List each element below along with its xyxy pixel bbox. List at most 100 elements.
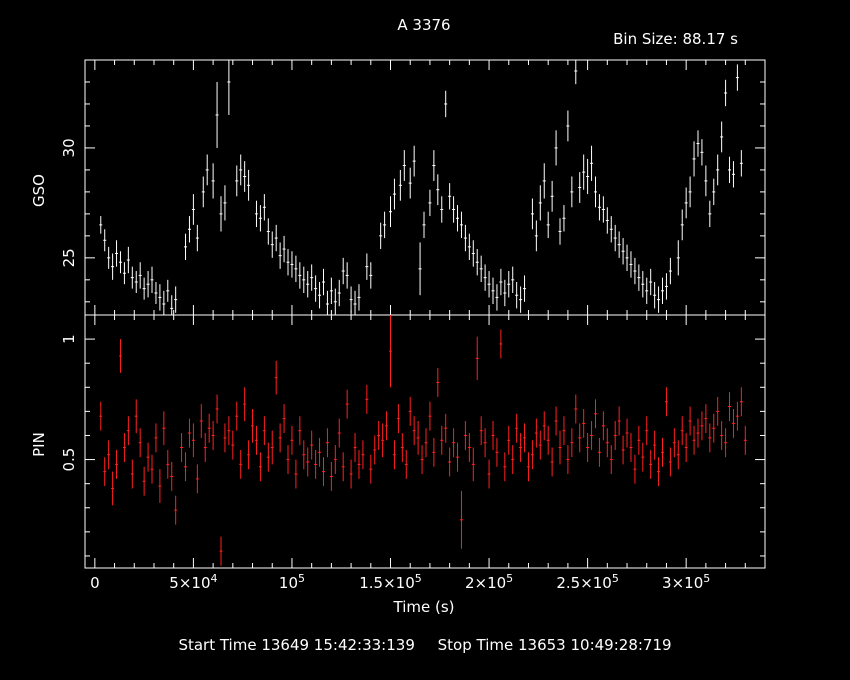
data-point [590,421,594,450]
data-point [239,449,243,479]
data-point [716,396,720,426]
data-point [286,445,290,475]
data-point [422,211,426,239]
data-point [574,394,578,424]
data-point [290,251,294,278]
data-point [290,425,294,455]
data-point [448,183,452,210]
data-point [440,425,444,455]
data-point [170,295,174,315]
data-point [479,416,483,446]
data-point [440,196,444,223]
data-point [251,408,255,443]
bin-size-label: Bin Size: 88.17 s [613,30,738,48]
data-point [227,416,231,446]
data-point [211,421,215,450]
data-point [103,457,107,487]
data-point [645,416,649,446]
x-tick-label: 5×104 [169,572,217,592]
data-point [126,246,130,274]
data-point [420,445,424,475]
data-point [235,165,239,197]
data-point [286,249,290,276]
data-point [704,404,708,434]
plot-frame [84,314,766,569]
x-tick-label: 2×105 [465,572,513,592]
data-point [586,433,590,462]
data-point [266,218,270,245]
data-point [735,64,739,91]
data-point [467,233,471,261]
data-point [519,433,523,462]
data-point [389,196,393,228]
data-point [676,440,680,470]
data-point [593,176,597,208]
data-point [684,187,688,219]
data-point [262,194,266,221]
data-point [641,442,645,472]
data-point [398,169,402,201]
data-point [428,189,432,217]
data-point [649,268,653,296]
data-point [254,425,258,455]
data-point [219,196,223,232]
y-axis-label: PIN [30,432,48,457]
data-point [345,262,349,289]
x-axis-label: Time (s) [393,598,455,616]
data-point [294,459,298,489]
data-point [700,411,704,441]
data-point [538,430,542,460]
data-point [400,433,404,462]
data-point [294,255,298,283]
data-point [483,428,487,458]
data-point [657,286,661,313]
data-point [515,282,519,309]
data-point [554,130,558,166]
data-point [578,423,582,453]
data-point [688,176,692,208]
data-point [258,452,262,482]
data-point [138,428,142,458]
data-point [597,194,601,221]
x-tick-label: 2.5×105 [556,572,619,592]
data-point [314,275,318,302]
data-point [126,416,130,446]
panel-top: 25 30 GSO [30,59,766,316]
data-point [625,244,629,272]
data-point [349,459,353,489]
data-point [392,440,396,470]
data-point [546,211,550,239]
data-point [166,449,170,479]
data-point [150,454,154,484]
data-point [158,284,162,311]
data-point [345,389,349,419]
data-point [107,246,111,269]
data-point [404,449,408,479]
data-point [158,469,162,503]
data-point [629,251,633,278]
data-point [385,411,389,441]
data-point [408,396,412,426]
data-point [122,262,126,285]
data-point [341,452,345,482]
data-point [456,205,460,232]
data-point [325,428,329,458]
data-point [418,242,422,296]
data-point [590,145,594,181]
data-point [191,423,195,458]
data-point [223,423,227,453]
data-point [180,433,184,462]
data-point [735,401,739,431]
data-point [601,196,605,223]
data-point [118,339,122,373]
data-point [680,209,684,241]
data-point [162,290,166,315]
data-point [298,416,302,446]
data-point [668,447,672,477]
data-point [712,413,716,443]
data-point [712,178,716,206]
data-point [452,196,456,223]
data-point [379,222,383,250]
data-point [274,224,278,252]
y-tick-label: 0.5 [60,448,78,472]
